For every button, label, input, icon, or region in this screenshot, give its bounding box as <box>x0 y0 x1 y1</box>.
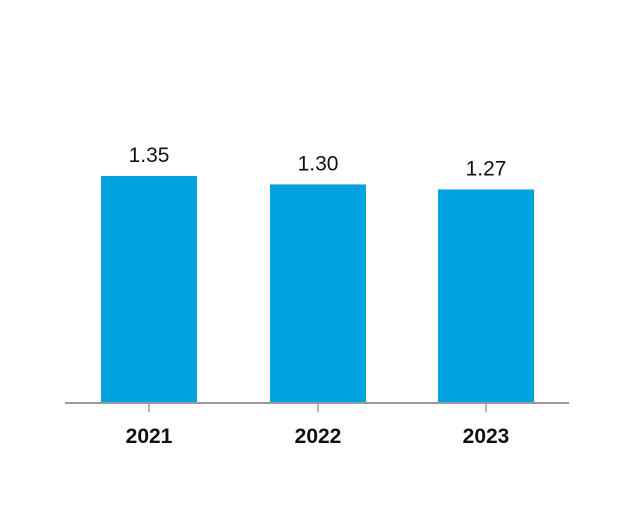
value-label-2023: 1.27 <box>466 157 507 180</box>
x-tick-label-2022: 2022 <box>295 425 342 448</box>
bar-2021 <box>101 176 197 403</box>
x-axis-ticks-layer: 2021 2022 2023 <box>126 403 510 448</box>
bar-2022 <box>270 184 366 403</box>
value-label-2021: 1.35 <box>129 144 170 167</box>
bar-2023 <box>438 189 534 403</box>
value-label-2022: 1.30 <box>298 152 339 175</box>
value-labels-layer: 1.35 1.30 1.27 <box>129 144 507 180</box>
bars-layer <box>101 176 534 403</box>
x-tick-label-2023: 2023 <box>463 425 510 448</box>
x-tick-label-2021: 2021 <box>126 425 173 448</box>
